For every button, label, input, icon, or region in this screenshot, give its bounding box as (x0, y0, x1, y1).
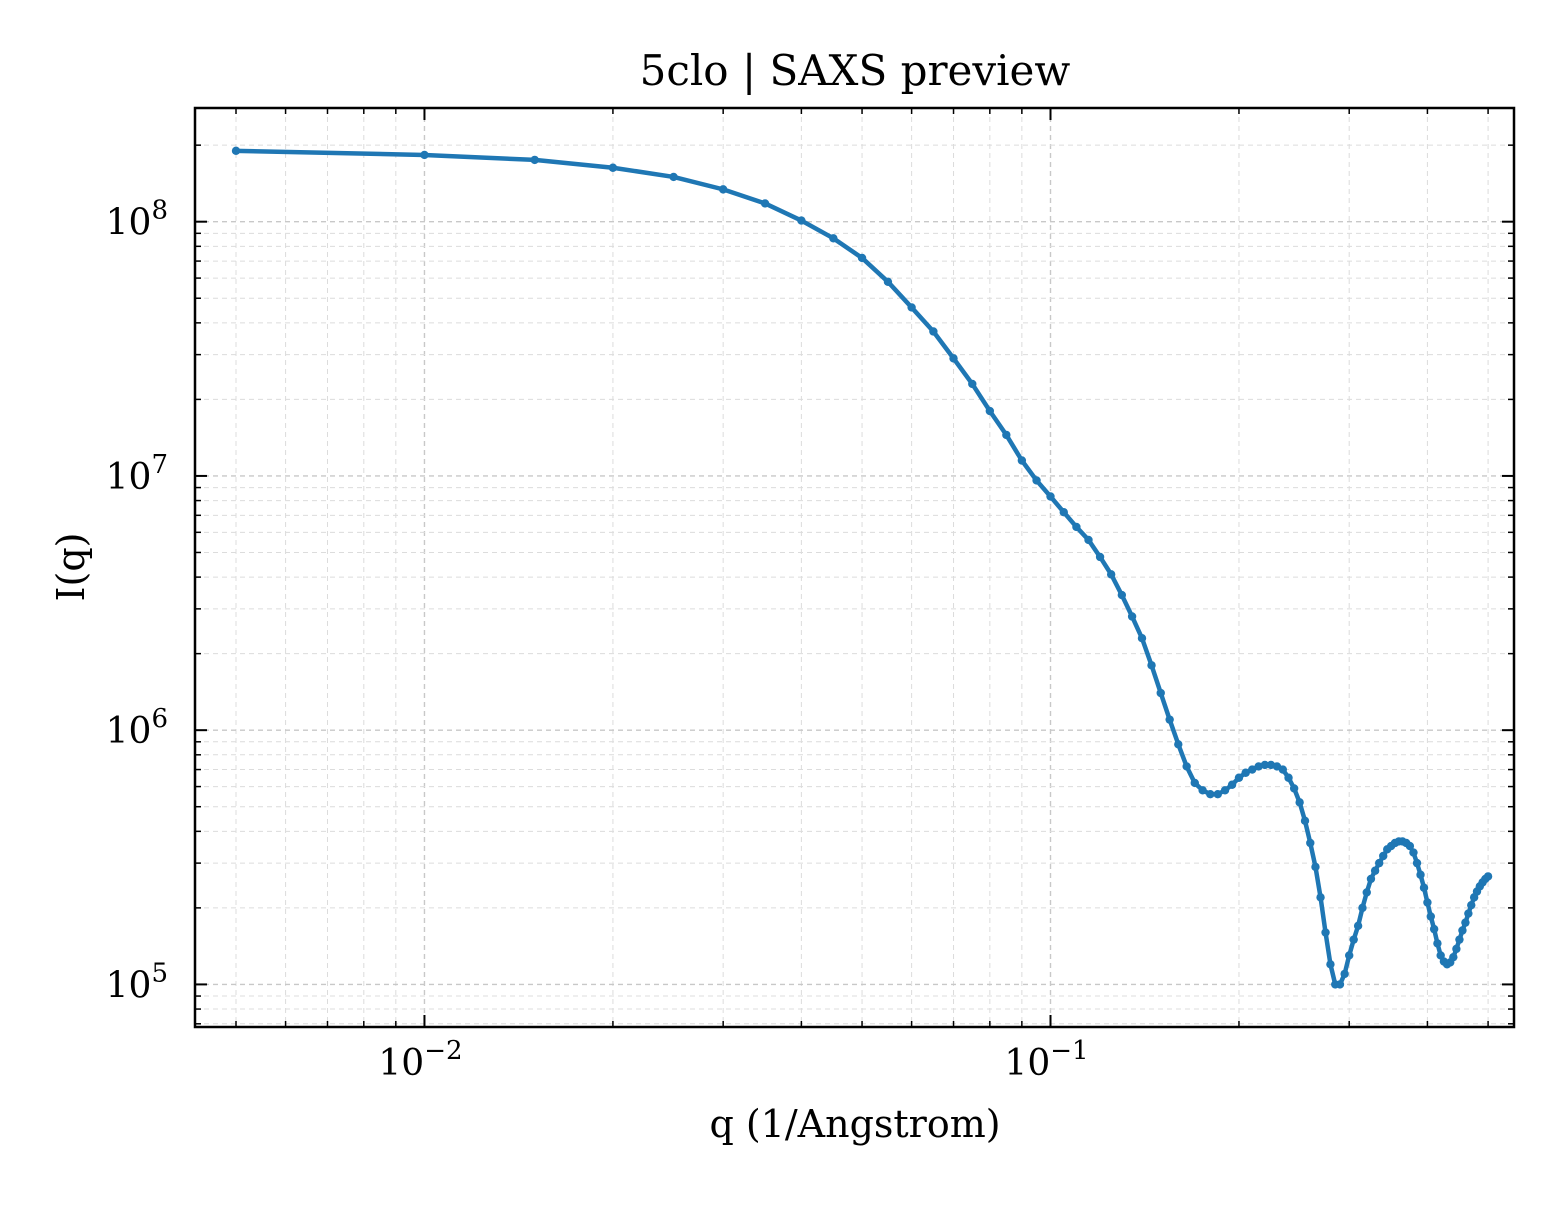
data-point (1117, 590, 1127, 600)
axis-ticks: 10−2 10−1 105 106 107 108 (106, 108, 1514, 1084)
data-point (231, 146, 241, 156)
data-point (1426, 912, 1435, 921)
x-tick-label: 10−2 (378, 1036, 462, 1084)
data-point (1419, 883, 1429, 892)
data-point (530, 155, 539, 165)
data-point (1174, 740, 1183, 749)
data-point (1326, 960, 1335, 969)
data-point (1295, 798, 1304, 807)
data-point (1106, 570, 1116, 579)
data-point (1260, 760, 1270, 770)
data-point (1289, 784, 1299, 793)
data-point (1095, 552, 1105, 562)
data-point (1156, 688, 1165, 698)
data-point (829, 234, 838, 243)
y-tick-label: 107 (106, 450, 168, 498)
data-point (883, 277, 893, 287)
data-point (1165, 715, 1174, 724)
data-point (1284, 773, 1293, 782)
grid (195, 108, 1514, 1027)
data-point (1423, 898, 1432, 907)
data-point (1227, 780, 1237, 789)
x-axis-label: q (1/Angstrom) (709, 1102, 1000, 1146)
data-point (1017, 456, 1027, 465)
data-point (1358, 903, 1367, 913)
data-point (1335, 980, 1345, 989)
data-point (1220, 786, 1230, 795)
y-tick-label: 105 (106, 958, 168, 1006)
data-point (1234, 773, 1244, 782)
data-point (949, 354, 958, 363)
data-point (1433, 939, 1442, 948)
data-point (1340, 969, 1349, 979)
data-point (1412, 858, 1422, 868)
data-point (760, 199, 770, 208)
data-point (1349, 935, 1358, 944)
data-point (1137, 634, 1147, 643)
data-point (1032, 476, 1041, 485)
y-tick-label: 108 (106, 196, 168, 244)
data-point (1198, 786, 1207, 795)
data-point (1362, 888, 1371, 897)
data-point (1059, 508, 1068, 517)
data-point (1278, 765, 1288, 774)
data-point (1461, 918, 1470, 927)
data-point (1449, 952, 1458, 962)
data-point (1206, 789, 1215, 799)
data-point (1147, 661, 1156, 670)
data-point (1375, 858, 1384, 868)
data-point (1405, 841, 1415, 851)
data-point (907, 303, 916, 312)
data-point (1409, 848, 1418, 857)
data-point (1366, 874, 1376, 884)
data-point (1311, 862, 1320, 872)
series-line (233, 148, 1491, 987)
data-point (1084, 535, 1093, 545)
x-tick-label: 10−1 (1004, 1036, 1088, 1084)
data-point (1353, 921, 1363, 931)
data-point (1370, 866, 1380, 875)
data-point (797, 216, 806, 225)
chart-title: 5clo | SAXS preview (640, 46, 1071, 95)
data-point (929, 327, 938, 336)
y-axis-label: I(q) (49, 533, 93, 602)
data-point (1316, 893, 1325, 902)
plot-area-frame (193, 106, 1516, 1029)
data-point (420, 150, 429, 160)
data-point (1306, 838, 1315, 848)
data-point (1127, 612, 1137, 621)
data-point (1467, 900, 1476, 910)
data-point (669, 172, 678, 182)
data-point (1429, 924, 1439, 934)
data-point (1345, 951, 1354, 960)
data-point (1182, 762, 1191, 771)
y-tick-label: 106 (106, 704, 168, 752)
data-point (857, 253, 867, 263)
data-point (608, 163, 618, 172)
data-point (1464, 909, 1473, 918)
data-point (1046, 492, 1055, 501)
data-point (1072, 522, 1081, 532)
data-point (1248, 765, 1257, 774)
data-point (1452, 944, 1461, 954)
data-point (1321, 928, 1330, 937)
data-point (1213, 789, 1222, 799)
data-point (985, 406, 995, 416)
data-point (1379, 851, 1388, 861)
data-point (1300, 816, 1310, 826)
data-point (718, 185, 728, 194)
data-series (231, 146, 1493, 989)
data-point (1002, 430, 1011, 440)
data-point (1455, 935, 1464, 944)
data-point (1241, 768, 1250, 777)
data-point (1190, 778, 1199, 788)
data-point (1458, 926, 1467, 935)
data-point (1416, 870, 1425, 879)
data-point (1483, 872, 1493, 881)
data-point (968, 379, 977, 389)
